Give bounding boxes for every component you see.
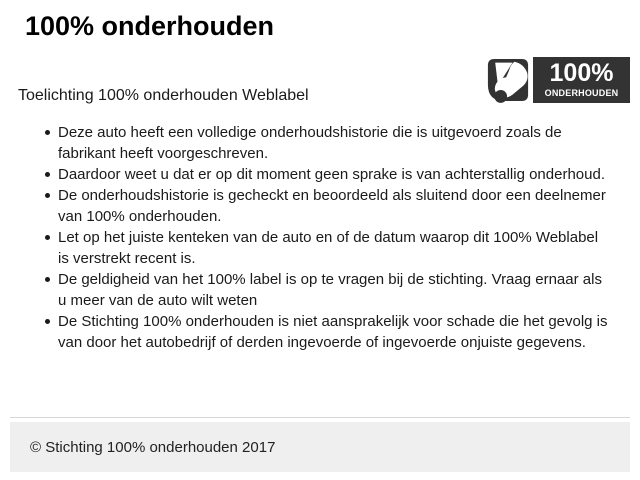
copyright-text: © Stichting 100% onderhouden 2017 <box>30 438 276 456</box>
page-subtitle: Toelichting 100% onderhouden Weblabel <box>18 87 309 105</box>
list-item: Daardoor weet u dat er op dit moment gee… <box>45 164 610 185</box>
logo-brand-text: ONDERHOUDEN <box>544 87 619 98</box>
wrench-icon <box>487 59 529 103</box>
logo-percent-text: 100% <box>549 59 614 88</box>
logo-text-box: 100% ONDERHOUDEN <box>533 57 630 103</box>
list-item: De onderhoudshistorie is gecheckt en beo… <box>45 185 610 227</box>
explanation-bullet-list: Deze auto heeft een volledige onderhouds… <box>18 122 610 353</box>
list-item: De Stichting 100% onderhouden is niet aa… <box>45 311 610 353</box>
list-item: Let op het juiste kenteken van de auto e… <box>45 227 610 269</box>
footer: © Stichting 100% onderhouden 2017 <box>10 422 630 472</box>
list-item: Deze auto heeft een volledige onderhouds… <box>45 122 610 164</box>
list-item: De geldigheid van het 100% label is op t… <box>45 269 610 311</box>
footer-separator: © Stichting 100% onderhouden 2017 <box>10 417 630 472</box>
page-title: 100% onderhouden <box>25 11 275 41</box>
brand-logo: 100% ONDERHOUDEN <box>487 57 630 103</box>
